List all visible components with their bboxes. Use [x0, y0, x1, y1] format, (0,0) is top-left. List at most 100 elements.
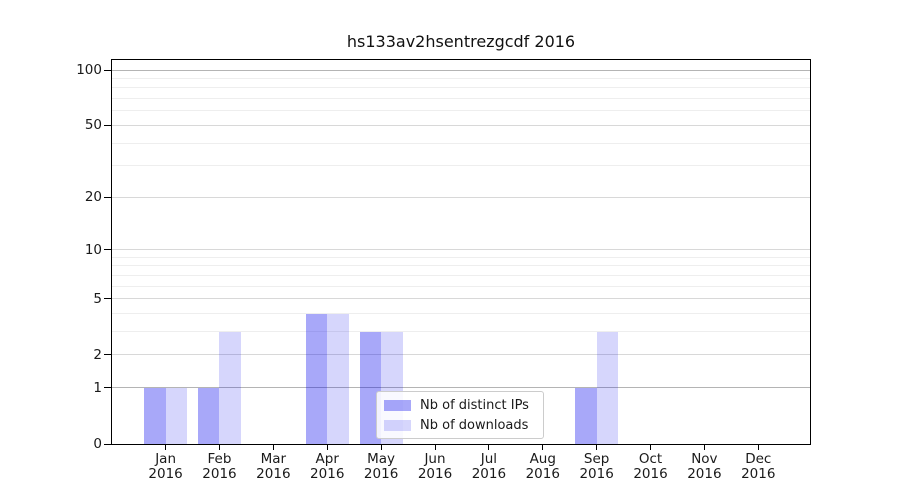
- x-tick-label-mar: Mar 2016: [241, 452, 305, 482]
- y-tick-50: [104, 124, 111, 126]
- plot-area: Nb of distinct IPs Nb of downloads: [111, 59, 811, 445]
- gridline-major-y2: [112, 354, 810, 356]
- x-tick-label-apr: Apr 2016: [295, 452, 359, 482]
- x-tick-month: Oct: [638, 451, 663, 467]
- gridline-minor-y60: [112, 110, 810, 112]
- legend-swatch-downloads: [384, 419, 411, 431]
- x-tick-label-jan: Jan 2016: [134, 452, 198, 482]
- y-tick-5: [104, 298, 111, 300]
- y-tick-0: [104, 443, 111, 445]
- x-tick-sep: [596, 445, 598, 450]
- gridline-major-y20: [112, 196, 810, 198]
- x-tick-month: Nov: [691, 451, 718, 467]
- x-tick-year: 2016: [148, 466, 183, 482]
- gridline-minor-y90: [112, 77, 810, 79]
- bar-downloads-jan: [165, 387, 188, 444]
- bar-downloads-apr: [327, 313, 349, 444]
- y-tick-label-1: 1: [93, 379, 102, 396]
- x-tick-nov: [703, 445, 705, 450]
- y-tick-label-10: 10: [84, 241, 102, 258]
- x-tick-year: 2016: [256, 466, 291, 482]
- x-tick-jan: [165, 445, 167, 450]
- bar-distinct-ips-feb: [197, 387, 220, 444]
- y-tick-label-20: 20: [84, 189, 102, 206]
- x-tick-year: 2016: [471, 466, 507, 482]
- y-tick-label-100: 100: [76, 62, 102, 78]
- y-tick-label-50: 50: [84, 117, 102, 134]
- x-tick-year: 2016: [202, 466, 237, 482]
- bar-distinct-ips-may: [359, 331, 382, 444]
- x-tick-label-jul: Jul 2016: [457, 452, 521, 482]
- x-tick-month: Aug: [529, 451, 556, 467]
- gridline-minor-y7: [112, 274, 810, 276]
- x-tick-jun: [434, 445, 436, 450]
- bar-distinct-ips-apr: [305, 313, 328, 444]
- x-tick-year: 2016: [741, 466, 776, 482]
- x-tick-aug: [542, 445, 544, 450]
- bar-distinct-ips-jan: [144, 387, 166, 444]
- legend-swatch-distinct-ips: [384, 399, 411, 411]
- x-tick-year: 2016: [363, 466, 399, 482]
- bar-distinct-ips-sep: [575, 387, 597, 444]
- x-tick-label-sep: Sep 2016: [565, 452, 629, 482]
- gridline-major-y1: [112, 387, 810, 389]
- gridline-minor-y6: [112, 285, 810, 287]
- x-tick-month: Jan: [155, 451, 176, 467]
- bar-downloads-feb: [219, 331, 241, 444]
- gridline-minor-y30: [112, 165, 810, 167]
- gridline-minor-y40: [112, 142, 810, 144]
- x-tick-label-dec: Dec 2016: [726, 452, 790, 482]
- y-tick-label-5: 5: [93, 290, 102, 307]
- gridline-minor-y3: [112, 331, 810, 333]
- x-tick-month: Sep: [583, 451, 610, 467]
- y-tick-20: [104, 196, 111, 198]
- x-tick-may: [380, 445, 382, 450]
- x-tick-month: Jul: [480, 451, 498, 467]
- x-tick-dec: [757, 445, 759, 450]
- x-tick-mar: [272, 445, 274, 450]
- x-tick-label-oct: Oct 2016: [619, 452, 683, 482]
- x-tick-label-may: May 2016: [349, 452, 413, 482]
- x-tick-year: 2016: [579, 466, 614, 482]
- x-tick-month: Dec: [745, 451, 772, 467]
- y-tick-label-0: 0: [93, 436, 102, 452]
- x-tick-feb: [218, 445, 220, 450]
- y-tick-100: [104, 69, 111, 71]
- gridline-major-y100: [112, 69, 810, 71]
- x-tick-label-nov: Nov 2016: [672, 452, 736, 482]
- x-tick-year: 2016: [633, 466, 668, 482]
- x-tick-month: Apr: [315, 451, 339, 467]
- gridline-major-y5: [112, 298, 810, 300]
- x-tick-apr: [326, 445, 328, 450]
- legend-label-distinct-ips: Nb of distinct IPs: [420, 397, 529, 413]
- gridline-minor-y8: [112, 265, 810, 267]
- y-tick-2: [104, 354, 111, 356]
- y-tick-10: [104, 249, 111, 251]
- x-tick-label-jun: Jun 2016: [403, 452, 467, 482]
- y-tick-1: [104, 387, 111, 389]
- x-tick-month: Feb: [207, 451, 232, 467]
- x-tick-year: 2016: [525, 466, 560, 482]
- x-tick-year: 2016: [310, 466, 345, 482]
- gridline-minor-y70: [112, 98, 810, 100]
- y-tick-label-2: 2: [93, 346, 102, 363]
- legend-label-downloads: Nb of downloads: [420, 417, 529, 433]
- gridline-major-y50: [112, 124, 810, 126]
- gridline-major-y10: [112, 249, 810, 251]
- x-tick-jul: [488, 445, 490, 450]
- x-tick-month: May: [367, 451, 396, 467]
- legend-item-distinct-ips: Nb of distinct IPs: [384, 397, 535, 413]
- legend-item-downloads: Nb of downloads: [384, 417, 535, 433]
- legend: Nb of distinct IPs Nb of downloads: [376, 391, 544, 439]
- bar-downloads-sep: [596, 331, 619, 444]
- x-tick-label-feb: Feb 2016: [187, 452, 251, 482]
- x-tick-year: 2016: [417, 466, 453, 482]
- x-tick-month: Mar: [260, 451, 287, 467]
- x-tick-label-aug: Aug 2016: [511, 452, 575, 482]
- chart-title: hs133av2hsentrezgcdf 2016: [346, 32, 576, 51]
- gridline-minor-y80: [112, 87, 810, 89]
- x-tick-month: Jun: [424, 451, 446, 467]
- gridline-minor-y9: [112, 256, 810, 258]
- gridline-minor-y4: [112, 313, 810, 315]
- x-tick-oct: [650, 445, 652, 450]
